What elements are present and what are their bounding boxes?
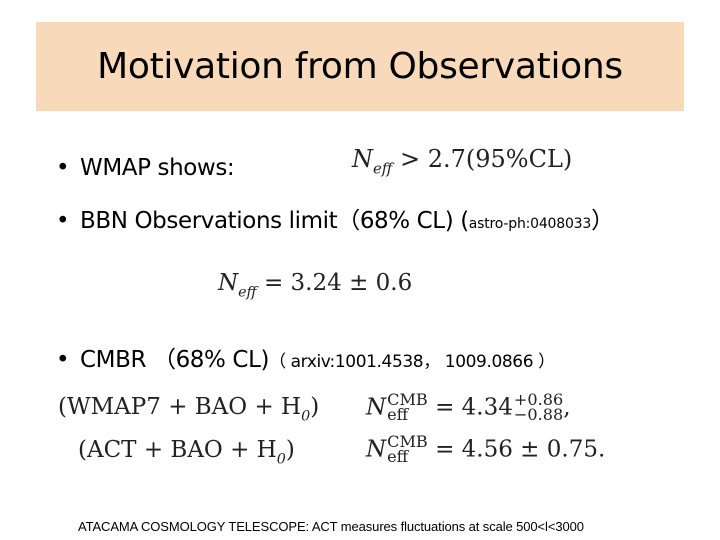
h0-subscript: 0 xyxy=(276,451,286,468)
bullet-dot: • xyxy=(56,347,70,373)
wmap7-close-paren: ) xyxy=(310,394,320,420)
act-dataset-label: (ACT + BAO + H xyxy=(78,437,277,463)
equation-act: N CMB eff = 4.56 ± 0.75. xyxy=(366,432,606,467)
wmap7-minus-error: −0.88 xyxy=(513,405,564,425)
neff-symbol: N xyxy=(218,270,239,296)
bbn-close-paren: ） xyxy=(591,208,614,234)
eff-subscript: eff xyxy=(387,447,409,467)
neff-symbol: N xyxy=(352,145,373,173)
bbn-reference: astro-ph:0408033 xyxy=(468,216,592,232)
cmb-superscript: CMB xyxy=(387,390,428,409)
bullet-bbn: • BBN Observations limit（68% CL) (astro-p… xyxy=(56,201,614,235)
cmb-superscript: CMB xyxy=(387,432,428,451)
h0-subscript: 0 xyxy=(301,408,311,425)
equation-bbn-relation: = 3.24 ± 0.6 xyxy=(263,270,413,296)
bullet-cmbr: • CMBR （68% CL)（ arxiv:1001.4538， 1009.08… xyxy=(56,340,555,374)
wmap7-dataset-label: (WMAP7 + BAO + H xyxy=(58,394,302,420)
neff-indices: CMB eff xyxy=(387,432,428,467)
equation-wmap: Neff > 2.7(95%CL) xyxy=(352,145,572,178)
eff-subscript: eff xyxy=(373,159,393,178)
neff-symbol: N xyxy=(366,394,387,421)
equation-wmap7-dataset: (WMAP7 + BAO + H0) xyxy=(58,394,319,424)
equation-wmap-relation: > 2.7(95%CL) xyxy=(399,145,573,173)
wmap7-errors: +0.86 −0.88 xyxy=(513,390,564,425)
neff-indices: CMB eff xyxy=(387,390,428,425)
bullet-wmap: • WMAP shows: xyxy=(56,155,235,181)
bullet-dot: • xyxy=(56,155,70,181)
title-banner: Motivation from Observations xyxy=(36,22,684,111)
wmap7-tail: , xyxy=(563,394,571,421)
act-close-paren: ) xyxy=(285,437,295,463)
wmap7-value: = 4.34 xyxy=(435,394,513,421)
wmap7-plus-error: +0.86 xyxy=(513,390,564,409)
equation-act-dataset: (ACT + BAO + H0) xyxy=(78,437,295,467)
equation-bbn: Neff = 3.24 ± 0.6 xyxy=(218,270,412,300)
slide-title: Motivation from Observations xyxy=(97,46,623,87)
bullet-bbn-text: BBN Observations limit（68% CL) ( xyxy=(80,208,469,234)
act-tail: . xyxy=(597,436,606,463)
act-value: = 4.56 ± 0.75 xyxy=(435,436,598,463)
cmbr-reference: （ arxiv:1001.4538， 1009.0866 ） xyxy=(269,352,555,372)
eff-subscript: eff xyxy=(238,284,257,301)
equation-wmap7: N CMB eff = 4.34 +0.86 −0.88, xyxy=(366,390,571,425)
bullet-wmap-text: WMAP shows: xyxy=(80,155,235,181)
bullet-cmbr-text: CMBR （68% CL) xyxy=(80,347,270,373)
bullet-dot: • xyxy=(56,208,70,234)
neff-symbol: N xyxy=(366,436,387,463)
act-footnote: ATACAMA COSMOLOGY TELESCOPE: ACT measure… xyxy=(78,519,584,534)
eff-subscript: eff xyxy=(387,405,409,425)
